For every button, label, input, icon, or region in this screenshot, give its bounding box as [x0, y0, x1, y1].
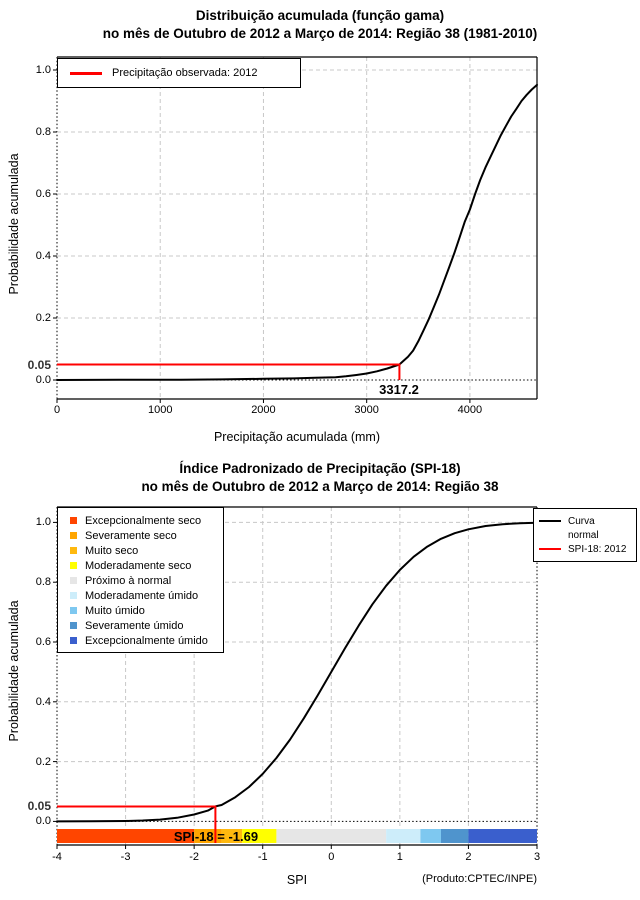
gamma-legend-item: Precipitação observada: 2012 [58, 59, 300, 87]
x-tick-label: -1 [257, 851, 268, 863]
x-tick-label: 4000 [457, 404, 483, 416]
category-legend-item: Severamente seco [58, 528, 223, 543]
curve-legend-row: Curva [534, 514, 636, 528]
category-legend-item: Muito úmido [58, 603, 223, 618]
y-tick-label-threshold: 0.05 [27, 799, 51, 814]
category-swatch [70, 532, 77, 539]
x-tick-label: 0 [328, 851, 335, 863]
y-tick-label: 0.6 [35, 188, 51, 200]
curve-legend-row: normal [534, 528, 636, 542]
curve-legend-label: SPI-18: 2012 [568, 543, 627, 555]
x-tick-label: -2 [189, 851, 200, 863]
category-swatch [70, 592, 77, 599]
spi-line-sample [539, 548, 561, 550]
category-legend-item: Excepcionalmente seco [58, 513, 223, 528]
spi-x-axis-label: SPI [286, 873, 308, 887]
x-tick-label: -4 [52, 851, 62, 863]
category-label: Excepcionalmente seco [85, 514, 202, 527]
curve-legend-label: Curva [568, 515, 595, 527]
y-tick-label: 1.0 [35, 516, 51, 529]
x-tick-label: 1000 [147, 404, 173, 416]
x-tick-label: 3 [533, 851, 541, 863]
normal-curve-sample [539, 520, 561, 522]
category-swatch [70, 562, 77, 569]
category-label: Severamente úmido [85, 619, 184, 632]
gamma-legend: Precipitação observada: 2012 [57, 58, 301, 88]
y-tick-label-threshold: 0.05 [27, 357, 51, 372]
category-swatch [70, 577, 77, 584]
y-tick-label: 1.0 [35, 64, 51, 76]
y-tick-label: 0.6 [35, 636, 51, 648]
product-credit: (Produto:CPTEC/INPE) [422, 873, 537, 885]
y-tick-label: 0.2 [35, 755, 51, 768]
category-legend-item: Severamente úmido [58, 618, 223, 633]
gamma-chart-subtitle: no mês de Outubro de 2012 a Março de 201… [102, 26, 538, 41]
category-label: Excepcionalmente úmido [85, 634, 208, 647]
x-tick-label: 3000 [354, 404, 379, 416]
spi-y-axis-label: Probabilidade acumulada [7, 600, 21, 742]
curve-legend-row: SPI-18: 2012 [534, 542, 636, 556]
gamma-x-axis-label: Precipitação acumulada (mm) [213, 430, 381, 444]
y-tick-label: 0.8 [35, 576, 51, 589]
observed-line-sample [70, 71, 102, 75]
category-label: Próximo à normal [85, 574, 172, 587]
y-tick-label: 0.4 [35, 250, 51, 262]
y-tick-label: 0.2 [35, 312, 51, 324]
curve-legend-label: normal [568, 529, 599, 541]
x-tick-label: 2 [465, 851, 472, 863]
category-swatch [70, 607, 77, 614]
category-label: Moderadamente seco [85, 559, 192, 572]
spi-category-legend: Excepcionalmente seco Severamente seco Mui… [57, 507, 224, 653]
spi-chart-subtitle: no mês de Outubro de 2012 a Março de 201… [141, 479, 499, 494]
x-tick-label: 2000 [251, 404, 276, 416]
category-legend-item: Moderadamente seco [58, 558, 223, 573]
y-tick-label: 0.0 [35, 815, 51, 828]
gamma-chart-title: Distribuição acumulada (função gama) [195, 8, 445, 23]
category-label: Muito úmido [85, 604, 145, 617]
category-label: Moderadamente úmido [85, 589, 199, 602]
category-legend-item: Próximo à normal [58, 573, 223, 588]
category-swatch [70, 547, 77, 554]
spi-value-annotation: SPI-18 = -1.69 [173, 829, 259, 844]
gamma-y-axis-label: Probabilidade acumulada [7, 153, 21, 295]
category-legend-item: Excepcionalmente úmido [58, 633, 223, 648]
category-swatch [70, 517, 77, 524]
x-tick-label: 1 [396, 851, 403, 863]
y-tick-label: 0.4 [35, 695, 51, 708]
x-tick-label: 0 [53, 404, 61, 416]
y-tick-label: 0.0 [35, 374, 51, 386]
category-label: Muito seco [85, 544, 139, 557]
spi-curve-legend: Curva normal SPI-18: 2012 [533, 508, 637, 562]
y-tick-label: 0.8 [35, 126, 51, 138]
observed-precipitation-value: 3317.2 [379, 382, 419, 397]
category-swatch [70, 622, 77, 629]
category-legend-item: Moderadamente úmido [58, 588, 223, 603]
category-legend-item: Muito seco [58, 543, 223, 558]
category-label: Severamente seco [85, 529, 177, 542]
gamma-legend-label: Precipitação observada: 2012 [112, 67, 258, 79]
x-tick-label: -3 [120, 851, 131, 863]
category-swatch [70, 637, 77, 644]
spi-chart-title: Índice Padronizado de Precipitação (SPI-… [179, 461, 461, 476]
